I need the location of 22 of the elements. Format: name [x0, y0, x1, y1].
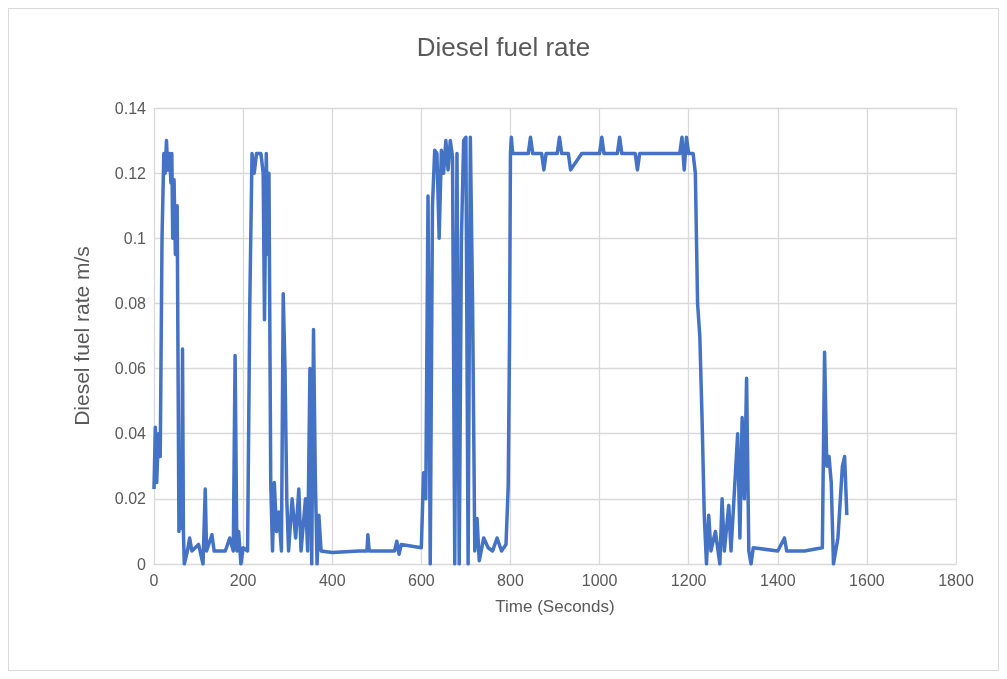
y-tick-label: 0.06 [114, 360, 147, 378]
x-tick-label: 800 [497, 571, 524, 589]
x-tick-label: 1600 [849, 571, 885, 589]
x-tick-label: 1800 [938, 571, 974, 589]
y-tick-label: 0.1 [123, 229, 147, 247]
y-tick-label: 0 [137, 555, 147, 573]
y-tick-label: 0.04 [114, 425, 147, 443]
x-tick-label: 1200 [670, 571, 707, 589]
x-axis-title: Time (Seconds) [495, 597, 615, 616]
y-axis-title: Diesel fuel rate m/s [70, 246, 93, 426]
x-tick-label: 0 [149, 571, 159, 589]
line-series [152, 135, 849, 566]
chart-title: Diesel fuel rate [416, 32, 591, 62]
x-tick-label: 600 [407, 571, 435, 589]
x-tick-label: 1400 [759, 571, 796, 589]
y-tick-label: 0.02 [114, 490, 147, 508]
y-tick-label: 0.08 [114, 294, 147, 312]
x-tick-label: 200 [229, 571, 257, 589]
x-tick-label: 400 [318, 571, 346, 589]
y-tick-label: 0.12 [114, 164, 147, 182]
y-tick-label: 0.14 [114, 99, 147, 117]
x-tick-label: 1000 [581, 571, 618, 589]
